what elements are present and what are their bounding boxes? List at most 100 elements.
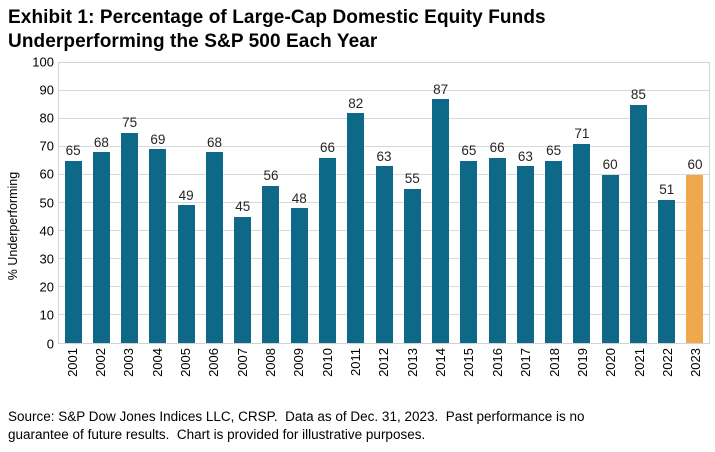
x-tick-2004: 2004: [149, 347, 165, 377]
bar-slot-2023: 60: [681, 63, 709, 343]
bar-2014: [432, 99, 450, 343]
bar-value-label-2009: 48: [291, 190, 307, 206]
bar-slot-2022: 51: [653, 63, 681, 343]
bar-slot-2010: 66: [313, 63, 341, 343]
chart-area: % Underperforming 0 10 20 30 40 50 60 70 80 90 100…: [0, 55, 715, 390]
x-tick-2001: 2001: [64, 347, 80, 377]
y-tick-100: 100: [32, 54, 54, 70]
bar-2002: [92, 152, 110, 343]
x-tick-2005: 2005: [178, 347, 194, 377]
bar-slot-2007: 45: [229, 63, 257, 343]
bar-value-label-2016: 66: [489, 140, 505, 156]
x-tick-2010: 2010: [319, 347, 335, 377]
bar-slot-2004: 69: [144, 63, 172, 343]
bar-slot-2008: 56: [257, 63, 285, 343]
bar-value-label-2008: 56: [263, 168, 279, 184]
bar-value-label-2017: 63: [517, 148, 533, 164]
bar-slot-2017: 63: [511, 63, 539, 343]
bar-slot-2014: 87: [426, 63, 454, 343]
y-axis-ticks: 0 10 20 30 40 50 60 70 80 90 100: [24, 55, 58, 350]
bar-2015: [460, 160, 478, 343]
bar-slot-2020: 60: [596, 63, 624, 343]
bar-value-label-2022: 51: [659, 182, 675, 198]
bar-slot-2006: 68: [200, 63, 228, 343]
bar-value-label-2007: 45: [235, 199, 251, 215]
bar-value-label-2004: 69: [150, 131, 166, 147]
x-tick-2002: 2002: [93, 347, 109, 377]
x-tick-2008: 2008: [263, 347, 279, 377]
y-tick-50: 50: [39, 195, 54, 211]
y-tick-40: 40: [39, 223, 54, 239]
chart-title: Exhibit 1: Percentage of Large-Cap Domes…: [8, 7, 546, 53]
source-note: Source: S&P Dow Jones Indices LLC, CRSP.…: [8, 409, 585, 443]
y-tick-60: 60: [39, 166, 54, 182]
x-tick-2019: 2019: [574, 347, 590, 377]
bar-slot-2016: 66: [483, 63, 511, 343]
x-tick-2018: 2018: [546, 347, 562, 377]
bar-value-label-2003: 75: [122, 115, 138, 131]
bar-slot-2005: 49: [172, 63, 200, 343]
bar-series: 65 68 75 69 49 68 45 56 48 66 82 63 55 87 65 66 63 65 71 60…: [59, 63, 709, 343]
y-tick-80: 80: [39, 110, 54, 126]
gridline-80: [59, 117, 709, 119]
bar-slot-2009: 48: [285, 63, 313, 343]
bar-2003: [121, 132, 139, 343]
plot-area: 65 68 75 69 49 68 45 56 48 66 82 63 55 87 65 66 63 65 71 60…: [58, 61, 710, 344]
x-tick-2022: 2022: [659, 347, 675, 377]
x-tick-2020: 2020: [603, 347, 619, 377]
y-tick-90: 90: [39, 82, 54, 98]
bar-2021: [629, 104, 647, 343]
bar-slot-2001: 65: [59, 63, 87, 343]
y-tick-70: 70: [39, 138, 54, 154]
bar-value-label-2021: 85: [630, 87, 646, 103]
gridline-70: [59, 145, 709, 147]
x-tick-2011: 2011: [348, 347, 364, 376]
x-tick-2016: 2016: [489, 347, 505, 377]
bar-slot-2015: 65: [455, 63, 483, 343]
x-tick-2015: 2015: [461, 347, 477, 377]
y-tick-10: 10: [39, 307, 54, 323]
bar-2023: [686, 174, 704, 343]
bar-2012: [375, 166, 393, 343]
bar-value-label-2002: 68: [93, 134, 109, 150]
y-axis-label: % Underperforming: [6, 171, 20, 280]
bar-slot-2018: 65: [540, 63, 568, 343]
bar-value-label-2015: 65: [461, 143, 477, 159]
bar-value-label-2005: 49: [178, 187, 194, 203]
x-tick-2012: 2012: [376, 347, 392, 377]
gridline-90: [59, 89, 709, 91]
bar-2011: [347, 113, 365, 343]
bar-value-label-2012: 63: [376, 148, 392, 164]
bar-slot-2021: 85: [624, 63, 652, 343]
bar-value-label-2020: 60: [602, 157, 618, 173]
bar-value-label-2006: 68: [206, 134, 222, 150]
bar-2022: [658, 199, 676, 343]
bar-slot-2013: 55: [398, 63, 426, 343]
bar-2019: [573, 143, 591, 343]
x-tick-2017: 2017: [518, 347, 534, 377]
x-tick-2007: 2007: [234, 347, 250, 377]
y-tick-0: 0: [46, 336, 54, 352]
x-tick-2023: 2023: [688, 347, 704, 377]
bar-slot-2003: 75: [116, 63, 144, 343]
bar-slot-2012: 63: [370, 63, 398, 343]
y-tick-30: 30: [39, 251, 54, 267]
bar-slot-2011: 82: [342, 63, 370, 343]
bar-value-label-2023: 60: [687, 157, 703, 173]
bar-slot-2002: 68: [87, 63, 115, 343]
x-axis-labels: 2001 2002 2003 2004 2005 2006 2007 2008 2009 2010…: [58, 348, 710, 390]
x-tick-2021: 2021: [631, 347, 647, 377]
bar-2008: [262, 185, 280, 343]
bar-value-label-2013: 55: [404, 171, 420, 187]
bar-2013: [403, 188, 421, 343]
bar-value-label-2018: 65: [546, 143, 562, 159]
bar-value-label-2010: 66: [320, 140, 336, 156]
bar-2007: [234, 216, 252, 343]
bar-value-label-2011: 82: [348, 95, 364, 111]
bar-2020: [601, 174, 619, 343]
bar-value-label-2014: 87: [433, 81, 449, 97]
x-tick-2006: 2006: [206, 347, 222, 377]
bar-2006: [205, 152, 223, 343]
x-tick-2003: 2003: [121, 347, 137, 377]
bar-2010: [319, 157, 337, 343]
